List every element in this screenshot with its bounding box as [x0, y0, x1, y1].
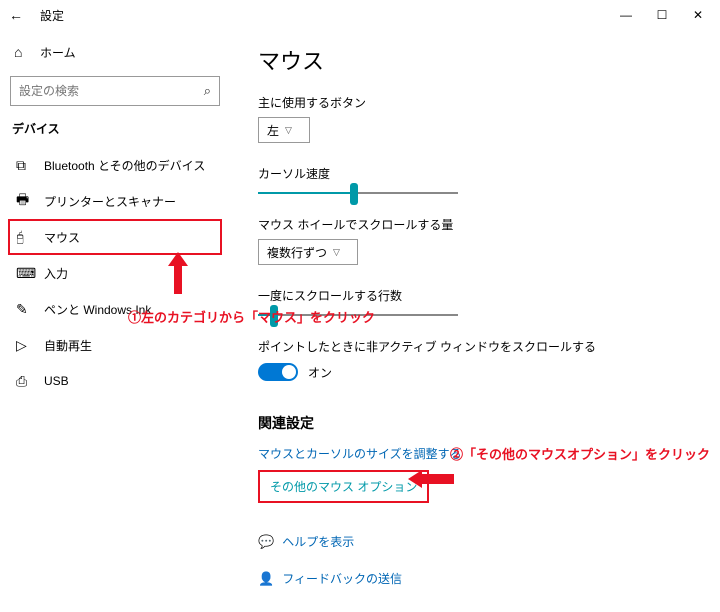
- help-row: 💬 ヘルプを表示: [258, 533, 696, 550]
- slider-thumb[interactable]: [350, 183, 358, 205]
- inactive-scroll-label: ポイントしたときに非アクティブ ウィンドウをスクロールする: [258, 338, 696, 355]
- search-box[interactable]: ⌕: [10, 76, 220, 106]
- main-panel: マウス 主に使用するボタン 左 ▽ カーソル速度 マウス ホイールでスクロールす…: [230, 30, 720, 612]
- nav-icon: ⧉: [16, 157, 36, 174]
- inactive-scroll-setting: ポイントしたときに非アクティブ ウィンドウをスクロールする オン: [258, 338, 696, 381]
- sidebar: ⌂ ホーム ⌕ デバイス ⧉ Bluetooth とその他のデバイス 🖶 プリンターと…: [0, 30, 230, 612]
- nav-label: 入力: [44, 265, 68, 282]
- search-icon: ⌕: [204, 83, 211, 99]
- nav-icon: ✎: [16, 301, 36, 318]
- adjust-cursor-size-link[interactable]: マウスとカーソルのサイズを調整する: [258, 445, 696, 462]
- nav-label: USB: [44, 374, 69, 388]
- home-icon: ⌂: [14, 44, 34, 60]
- maximize-button[interactable]: ☐: [644, 0, 680, 30]
- nav-icon: 🖯: [16, 229, 36, 246]
- window-title: 設定: [40, 7, 64, 24]
- related-settings-title: 関連設定: [258, 413, 696, 433]
- nav-label: 自動再生: [44, 337, 92, 354]
- help-icon: 💬: [258, 534, 274, 550]
- home-nav[interactable]: ⌂ ホーム: [8, 36, 222, 68]
- slider-thumb[interactable]: [270, 305, 278, 327]
- wheel-scroll-select[interactable]: 複数行ずつ ▽: [258, 239, 358, 265]
- nav-icon: 🖶: [16, 189, 36, 213]
- sidebar-item-0[interactable]: ⧉ Bluetooth とその他のデバイス: [8, 147, 222, 183]
- minimize-button[interactable]: —: [608, 0, 644, 30]
- wheel-scroll-label: マウス ホイールでスクロールする量: [258, 216, 696, 233]
- nav-label: Bluetooth とその他のデバイス: [44, 157, 205, 174]
- search-input[interactable]: [19, 84, 204, 98]
- nav-icon: ⎙: [16, 373, 36, 390]
- sidebar-item-4[interactable]: ✎ ペンと Windows Ink: [8, 291, 222, 327]
- nav-icon: ▷: [16, 337, 36, 354]
- feedback-row: 👤 フィードバックの送信: [258, 570, 696, 587]
- home-label: ホーム: [40, 44, 76, 61]
- nav-icon: ⌨: [16, 265, 36, 282]
- sidebar-item-5[interactable]: ▷ 自動再生: [8, 327, 222, 363]
- sidebar-item-3[interactable]: ⌨ 入力: [8, 255, 222, 291]
- section-header: デバイス: [12, 120, 220, 137]
- sidebar-item-6[interactable]: ⎙ USB: [8, 363, 222, 399]
- sidebar-item-2[interactable]: 🖯 マウス: [8, 219, 222, 255]
- nav-label: ペンと Windows Ink: [44, 301, 151, 318]
- cursor-speed-label: カーソル速度: [258, 165, 696, 182]
- close-button[interactable]: ✕: [680, 0, 716, 30]
- primary-button-select[interactable]: 左 ▽: [258, 117, 310, 143]
- wheel-scroll-setting: マウス ホイールでスクロールする量 複数行ずつ ▽: [258, 216, 696, 265]
- primary-button-value: 左: [267, 122, 279, 139]
- other-mouse-options-link[interactable]: その他のマウス オプション: [258, 470, 429, 503]
- chevron-down-icon: ▽: [285, 125, 292, 136]
- help-link[interactable]: ヘルプを表示: [282, 533, 354, 550]
- lines-scroll-label: 一度にスクロールする行数: [258, 287, 696, 304]
- toggle-state-text: オン: [308, 364, 332, 381]
- nav-label: プリンターとスキャナー: [44, 193, 176, 210]
- feedback-icon: 👤: [258, 571, 274, 587]
- primary-button-label: 主に使用するボタン: [258, 94, 696, 111]
- chevron-down-icon: ▽: [333, 247, 340, 258]
- back-button[interactable]: ←: [4, 7, 28, 23]
- lines-scroll-setting: 一度にスクロールする行数: [258, 287, 696, 316]
- lines-scroll-slider[interactable]: [258, 314, 458, 316]
- titlebar: ← 設定 — ☐ ✕: [0, 0, 720, 30]
- inactive-scroll-toggle[interactable]: [258, 363, 298, 381]
- sidebar-item-1[interactable]: 🖶 プリンターとスキャナー: [8, 183, 222, 219]
- wheel-scroll-value: 複数行ずつ: [267, 244, 327, 261]
- nav-label: マウス: [44, 229, 80, 246]
- cursor-speed-slider[interactable]: [258, 192, 458, 194]
- cursor-speed-setting: カーソル速度: [258, 165, 696, 194]
- feedback-link[interactable]: フィードバックの送信: [282, 570, 402, 587]
- page-title: マウス: [258, 44, 696, 76]
- primary-button-setting: 主に使用するボタン 左 ▽: [258, 94, 696, 143]
